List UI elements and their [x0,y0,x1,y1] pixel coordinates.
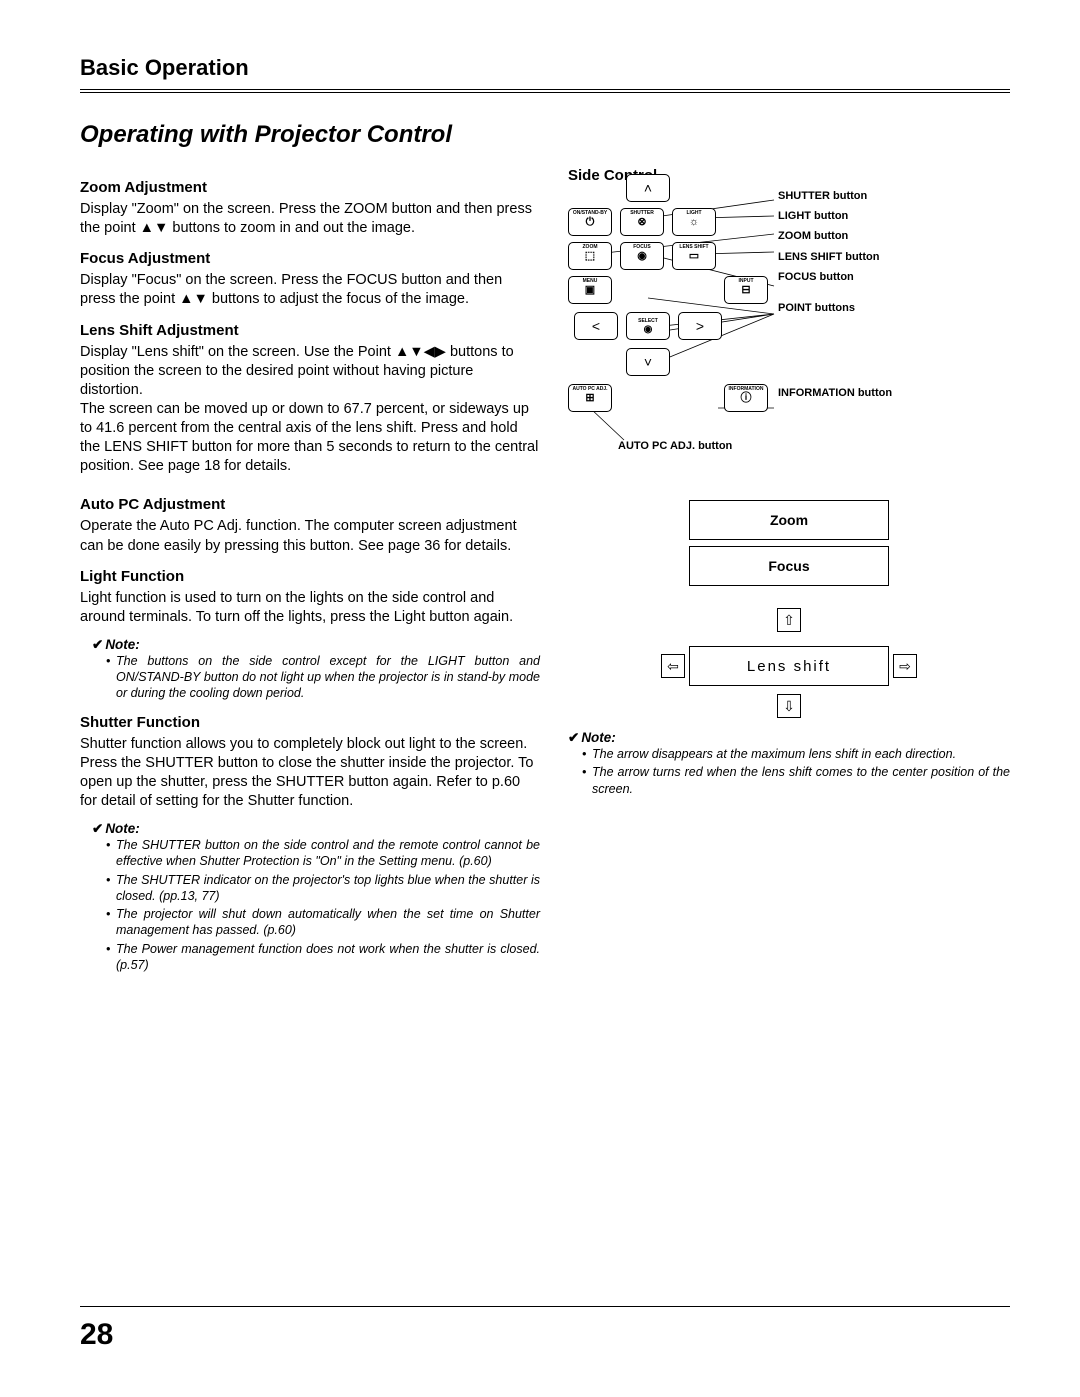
note1-heading: Note: [92,637,540,653]
callout-auto-pc: AUTO PC ADJ. button [618,440,732,453]
shutter-heading: Shutter Function [80,714,540,731]
point-left-button: ˂ [574,312,618,340]
input-button: INPUT⊟ [724,276,768,304]
zoom-text: Display "Zoom" on the screen. Press the … [80,200,540,238]
point-up-button: ˄ [626,174,670,202]
footer-rule [80,1306,1010,1307]
callout-zoom: ZOOM button [778,230,892,243]
right-column: Side Control ON/ [568,167,1010,975]
page-header: Basic Operation [80,55,1010,89]
note2-item: The Power management function does not w… [106,941,540,974]
select-button: SELECT◉ [626,312,670,340]
callout-light: LIGHT button [778,210,892,223]
info-button: INFORMATIONⓘ [724,384,768,412]
header-rule [80,89,1010,93]
section-title: Operating with Projector Control [80,121,1010,149]
auto-pc-text: Operate the Auto PC Adj. function. The c… [80,517,540,555]
arrow-down-icon: ⇩ [777,694,801,718]
focus-text: Display "Focus" on the screen. Press the… [80,271,540,309]
page-number: 28 [80,1318,113,1352]
point-right-button: ˃ [678,312,722,340]
zoom-button: ZOOM⬚ [568,242,612,270]
shutter-text: Shutter function allows you to completel… [80,735,540,812]
callout-shutter: SHUTTER button [778,190,892,203]
arrow-up-icon: ⇧ [777,608,801,632]
shutter-button: SHUTTER⊗ [620,208,664,236]
menu-button: MENU▣ [568,276,612,304]
light-heading: Light Function [80,568,540,585]
focus-heading: Focus Adjustment [80,250,540,267]
note2-item: The projector will shut down automatical… [106,906,540,939]
note1-item: The buttons on the side control except f… [106,653,540,702]
osd-zoom-box: Zoom [689,500,889,540]
note2-heading: Note: [92,821,540,837]
arrow-right-icon: ⇨ [893,654,917,678]
light-button: LIGHT☼ [672,208,716,236]
callout-lens: LENS SHIFT button [778,251,892,264]
lens-shift-button: LENS SHIFT▭ [672,242,716,270]
auto-pc-button: AUTO PC ADJ.⊞ [568,384,612,412]
zoom-heading: Zoom Adjustment [80,179,540,196]
right-note-item: The arrow turns red when the lens shift … [582,764,1010,797]
right-note-item: The arrow disappears at the maximum lens… [582,746,1010,762]
lens-text-2: The screen can be moved up or down to 67… [80,400,540,477]
on-standby-button: ON/STAND-BY⏻ [568,208,612,236]
lens-heading: Lens Shift Adjustment [80,322,540,339]
point-down-button: ˅ [626,348,670,376]
light-text: Light function is used to turn on the li… [80,589,540,627]
osd-diagram: Zoom Focus ⇧ ⇦ Lens shift ⇨ ⇩ [568,500,1010,720]
callout-focus: FOCUS button [778,271,892,284]
osd-focus-box: Focus [689,546,889,586]
right-note-heading: Note: [568,730,1010,746]
callout-info: INFORMATION button [778,387,892,400]
arrow-left-icon: ⇦ [661,654,685,678]
note2-item: The SHUTTER button on the side control a… [106,837,540,870]
callout-point: POINT buttons [778,302,892,315]
lens-text-1: Display "Lens shift" on the screen. Use … [80,343,540,400]
left-column: Zoom Adjustment Display "Zoom" on the sc… [80,167,540,975]
osd-lens-box: Lens shift [689,646,889,686]
auto-pc-heading: Auto PC Adjustment [80,496,540,513]
focus-button: FOCUS◉ [620,242,664,270]
note2-item: The SHUTTER indicator on the projector's… [106,872,540,905]
side-control-diagram: ON/STAND-BY⏻ SHUTTER⊗ LIGHT☼ ZOOM⬚ FOCUS… [568,190,1010,480]
